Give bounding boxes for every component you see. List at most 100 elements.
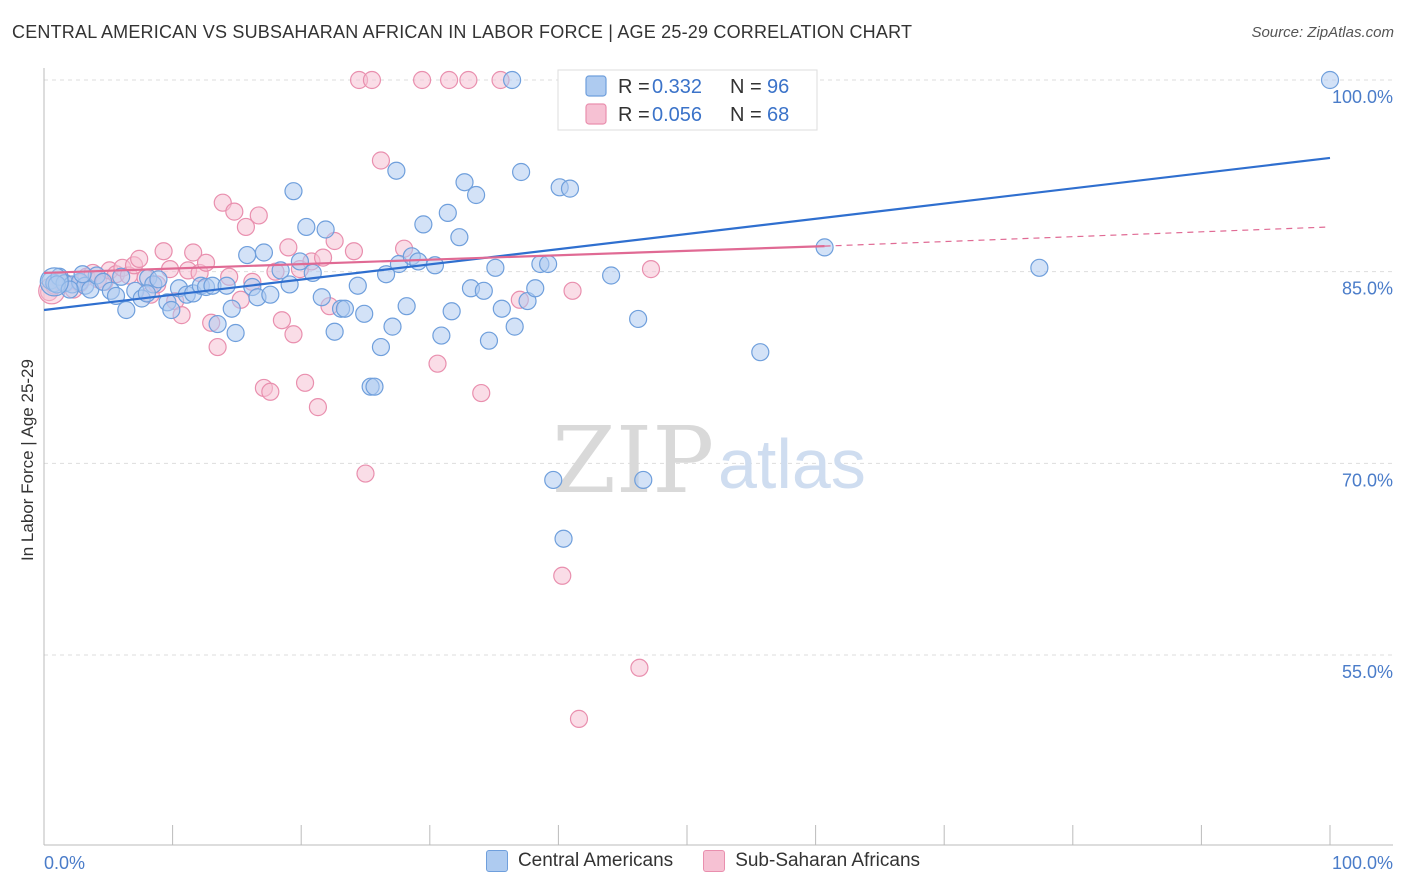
subsaharan-point xyxy=(130,249,149,268)
central-american-point xyxy=(312,288,331,307)
subsaharan-point xyxy=(249,206,268,225)
trendline-central xyxy=(43,156,1331,312)
legend-item-central[interactable]: Central Americans xyxy=(485,850,673,872)
subsaharan-point xyxy=(272,311,292,330)
trend-lines xyxy=(43,156,1331,312)
subsaharan-point xyxy=(261,382,280,401)
legend-r-label-central: R = xyxy=(618,76,650,98)
central-american-point xyxy=(316,220,335,239)
central-american-point xyxy=(60,280,79,299)
central-american-point xyxy=(254,243,274,262)
central-american-point xyxy=(117,300,136,320)
x-axis-ticks xyxy=(43,825,1331,845)
y-tick-labels: 55.0% 70.0% 85.0% 100.0% xyxy=(1332,87,1393,682)
subsaharan-point xyxy=(284,325,303,344)
source-credit: Source: ZipAtlas.com xyxy=(1251,24,1394,41)
subsaharan-point xyxy=(208,337,227,357)
central-american-point xyxy=(290,252,310,271)
subsaharan-point xyxy=(184,243,203,262)
central-american-point xyxy=(217,276,236,295)
central-american-point xyxy=(238,245,257,265)
subsaharan-point xyxy=(563,281,582,300)
central-american-point xyxy=(474,281,493,300)
central-american-point xyxy=(297,217,316,237)
central-american-point xyxy=(560,179,580,198)
subsaharan-point xyxy=(553,566,572,585)
subsaharan-point xyxy=(236,217,256,237)
central-american-point xyxy=(397,297,416,316)
legend-r-label-subsaharan: R = xyxy=(618,104,650,126)
subsaharan-point xyxy=(279,238,298,257)
legend-label-subsaharan: Sub-Saharan Africans xyxy=(735,850,921,871)
subsaharan-point xyxy=(308,398,328,417)
legend-item-subsaharan[interactable]: Sub-Saharan Africans xyxy=(703,850,920,872)
central-american-point xyxy=(503,70,522,90)
subsaharan-point xyxy=(154,242,173,261)
central-american-point xyxy=(432,326,451,345)
central-american-point xyxy=(486,258,505,277)
subsaharan-point xyxy=(344,242,364,261)
gridlines xyxy=(44,79,1393,656)
central-american-point xyxy=(162,300,181,320)
subsaharan-point xyxy=(439,70,459,90)
central-american-point xyxy=(383,317,402,336)
central-american-point xyxy=(1030,258,1049,277)
legend-swatch-central xyxy=(585,75,607,97)
subsaharan-point xyxy=(428,354,447,373)
central-american-point xyxy=(1320,70,1340,90)
central-american-point xyxy=(544,470,563,490)
chart-title: CENTRAL AMERICAN VS SUBSAHARAN AFRICAN I… xyxy=(12,22,913,42)
central-american-point xyxy=(371,337,391,357)
central-american-point xyxy=(280,275,299,294)
legend-r-value-subsaharan: 0.056 xyxy=(652,104,702,126)
central-american-point xyxy=(365,377,384,396)
subsaharan-points xyxy=(38,70,780,728)
legend-r-value-central: 0.332 xyxy=(652,76,702,98)
central-american-point xyxy=(208,314,227,334)
x-tick-label-max: 100.0% xyxy=(1332,853,1393,873)
watermark-atlas: atlas xyxy=(718,425,866,503)
stats-legend: R = 0.332 N = 96 R = 0.056 N = 68 xyxy=(557,69,818,131)
central-american-point xyxy=(271,261,290,280)
y-tick-label: 85.0% xyxy=(1342,279,1393,299)
subsaharan-point xyxy=(412,70,432,90)
central-american-point xyxy=(466,185,486,205)
central-american-point xyxy=(73,265,92,284)
legend-swatch-subsaharan xyxy=(585,103,607,125)
legend-swatch-subsaharan-bottom xyxy=(703,850,726,872)
central-american-point xyxy=(512,162,531,182)
central-american-point xyxy=(325,322,344,341)
axes xyxy=(43,68,1393,846)
subsaharan-point xyxy=(295,373,315,392)
central-american-point xyxy=(629,309,648,329)
central-american-point xyxy=(450,228,469,247)
central-american-point xyxy=(539,254,558,274)
watermark: ZIP atlas xyxy=(552,407,866,514)
central-american-point xyxy=(226,323,245,343)
central-american-point xyxy=(455,173,474,192)
legend-n-label-central: N = xyxy=(730,76,762,98)
legend-n-label-subsaharan: N = xyxy=(730,104,762,126)
trendline-subsaharan xyxy=(43,245,825,275)
trendline-subsaharan-extension xyxy=(824,226,1331,247)
subsaharan-point xyxy=(459,70,478,90)
x-tick-label-min: 0.0% xyxy=(44,853,85,873)
central-american-point xyxy=(479,331,499,350)
central-american-point xyxy=(492,299,511,318)
central-american-point xyxy=(414,215,433,234)
central-american-point xyxy=(149,270,168,289)
central-american-point xyxy=(634,470,653,490)
subsaharan-point xyxy=(569,709,589,728)
subsaharan-point xyxy=(371,151,391,170)
central-american-point xyxy=(438,203,457,222)
y-tick-label: 55.0% xyxy=(1342,662,1393,682)
central-american-point xyxy=(355,304,374,323)
subsaharan-point xyxy=(356,464,375,483)
subsaharan-point xyxy=(641,260,661,279)
central-american-point xyxy=(526,279,545,298)
y-tick-label: 70.0% xyxy=(1342,470,1393,490)
subsaharan-point xyxy=(472,383,491,403)
central-american-point xyxy=(348,276,367,295)
subsaharan-point xyxy=(313,248,333,267)
